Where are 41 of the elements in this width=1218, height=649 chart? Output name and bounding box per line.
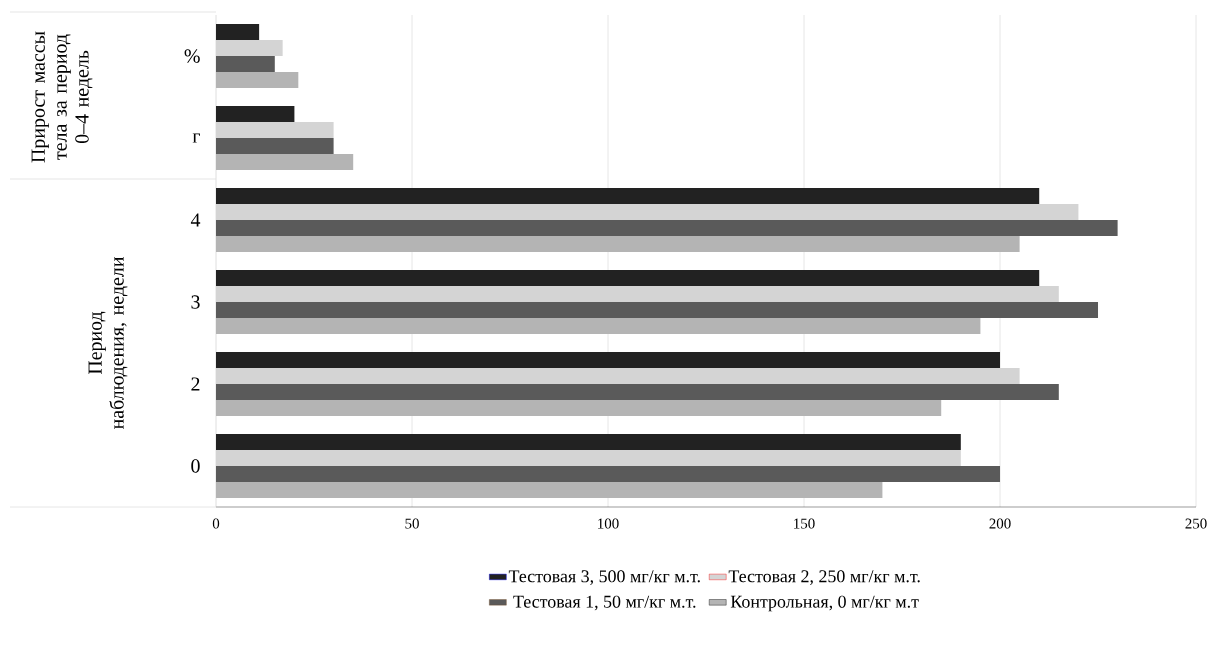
x-tick-label: 200 xyxy=(989,518,1011,529)
y-tick-label: г xyxy=(192,133,200,143)
bar xyxy=(216,56,275,72)
legend-label: Контрольная, 0 мг/кг м.т xyxy=(730,595,919,612)
legend-label: Тестовая 3, 500 мг/кг м.т. xyxy=(508,570,700,585)
bar xyxy=(216,188,1040,204)
y-tick-label: % xyxy=(184,49,200,63)
y-tick-label: 0 xyxy=(191,459,200,473)
bar xyxy=(216,24,260,40)
bar xyxy=(216,384,1059,400)
x-tick-label: 50 xyxy=(405,518,419,529)
legend-label: Тестовая 2, 250 мг/кг м.т. xyxy=(728,570,920,585)
x-tick-label: 150 xyxy=(794,518,815,529)
bar xyxy=(216,122,334,138)
bar xyxy=(216,482,883,499)
bar xyxy=(216,220,1118,236)
bar xyxy=(216,72,299,88)
y-tick-label: 3 xyxy=(191,295,200,309)
bar xyxy=(216,352,1001,368)
bar xyxy=(216,204,1079,220)
y-tick-label: 2 xyxy=(191,377,200,391)
x-tick-label: 100 xyxy=(598,518,619,529)
bar xyxy=(216,302,1099,318)
bar xyxy=(216,138,334,154)
y-tick-label: 4 xyxy=(190,213,201,227)
x-tick-label: 0 xyxy=(212,518,220,529)
legend-label: Тестовая 1, 50 мг/кг м.т. xyxy=(513,595,696,611)
bar xyxy=(216,106,295,122)
bar xyxy=(216,450,961,466)
bar xyxy=(216,236,1020,252)
bar xyxy=(216,434,961,450)
bar xyxy=(216,40,283,56)
bar xyxy=(216,286,1059,302)
bar xyxy=(216,154,354,170)
x-tick-label: 250 xyxy=(1185,518,1207,529)
text: Прирост массы тела за период 0–4 недель xyxy=(31,31,93,163)
bar xyxy=(216,400,942,416)
text: Период наблюдения, недели xyxy=(88,257,128,430)
bar xyxy=(216,466,1001,482)
bar xyxy=(216,318,981,334)
bar xyxy=(216,270,1040,286)
